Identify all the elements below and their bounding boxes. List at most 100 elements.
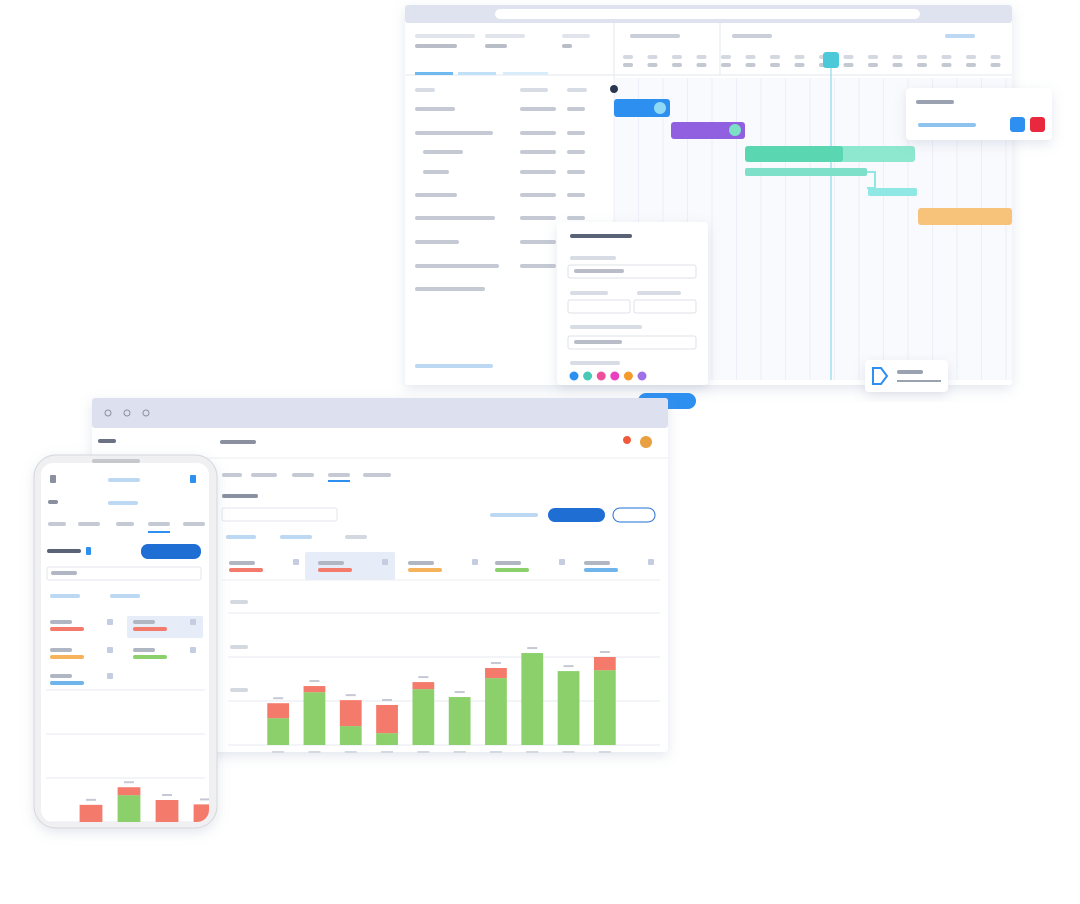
text-placeholder: [584, 561, 610, 565]
text-placeholder: [570, 361, 620, 365]
gantt-bar: [918, 208, 1012, 225]
avatar: [654, 102, 666, 114]
bar-segment: [267, 718, 290, 745]
bar-segment: [339, 726, 362, 745]
text-placeholder: [567, 216, 585, 220]
card-icon: [648, 559, 654, 565]
bar-label-placeholder: [200, 798, 209, 801]
card-icon: [107, 673, 113, 679]
icon: [50, 475, 56, 483]
text-placeholder: [990, 55, 1001, 59]
bar-segment: [376, 733, 398, 745]
text-placeholder: [918, 123, 976, 127]
search-input: [221, 507, 338, 522]
text-placeholder: [520, 88, 548, 92]
bar-segment: [412, 682, 435, 690]
search-input: [46, 566, 202, 581]
text-placeholder: [495, 561, 521, 565]
icon-button: [1030, 117, 1045, 132]
text-placeholder: [892, 63, 903, 67]
text-placeholder: [415, 107, 455, 111]
card-icon: [382, 559, 388, 565]
url-bar: [495, 9, 920, 19]
text-placeholder: [133, 620, 155, 624]
text-placeholder: [230, 600, 248, 604]
text-placeholder: [647, 63, 658, 67]
title-bar: [92, 398, 668, 428]
text-placeholder: [990, 63, 1001, 67]
text-placeholder: [567, 150, 585, 154]
text-placeholder: [770, 63, 780, 67]
text-placeholder: [318, 568, 352, 572]
x-label-placeholder: [562, 751, 575, 753]
text-placeholder: [520, 150, 556, 154]
x-label-placeholder: [272, 751, 285, 753]
text-placeholder: [220, 440, 256, 444]
gantt-bar: [745, 168, 867, 176]
marker: [610, 85, 618, 93]
color-swatch: [583, 371, 593, 381]
bar-segment: [155, 800, 179, 822]
text-placeholder: [222, 494, 258, 498]
text-placeholder: [108, 478, 140, 482]
text-placeholder: [415, 131, 493, 135]
text-placeholder: [567, 88, 587, 92]
text-placeholder: [108, 501, 138, 505]
x-label-placeholder: [199, 828, 211, 830]
text-placeholder: [941, 55, 952, 59]
text-placeholder: [318, 561, 344, 565]
x-label-placeholder: [489, 751, 502, 753]
text-placeholder: [721, 55, 731, 59]
gantt-bar: [745, 146, 843, 162]
bar-segment: [412, 689, 435, 745]
text-placeholder: [415, 264, 499, 268]
text-placeholder: [47, 549, 81, 553]
text-placeholder: [672, 55, 682, 59]
bar-segment: [448, 697, 471, 745]
phone-chart: [46, 689, 211, 830]
bar-segment: [593, 657, 616, 671]
color-swatch: [637, 371, 647, 381]
bar-segment: [117, 795, 141, 822]
text-placeholder: [133, 627, 167, 631]
text-placeholder: [363, 473, 391, 477]
gantt-bar: [614, 99, 670, 117]
text-placeholder: [50, 655, 84, 659]
text-placeholder: [328, 473, 350, 477]
text-placeholder: [562, 44, 572, 48]
icon: [86, 547, 91, 555]
text-placeholder: [567, 107, 585, 111]
text-placeholder: [520, 216, 556, 220]
bar-segment: [117, 787, 141, 796]
text-placeholder: [745, 55, 756, 59]
text-placeholder: [966, 55, 976, 59]
text-placeholder: [415, 364, 493, 368]
outline-button: [612, 507, 656, 523]
text-placeholder: [415, 88, 435, 92]
text-placeholder: [567, 193, 585, 197]
text-placeholder: [567, 131, 585, 135]
bar-label-placeholder: [86, 798, 96, 801]
primary-button: [548, 508, 605, 522]
text-placeholder: [520, 240, 556, 244]
text-placeholder: [423, 170, 449, 174]
bar-segment: [79, 804, 103, 822]
text-placeholder: [48, 500, 58, 504]
x-label-placeholder: [344, 751, 357, 753]
input: [567, 299, 631, 314]
x-label-placeholder: [598, 751, 611, 753]
text-placeholder: [770, 55, 780, 59]
text-placeholder: [574, 269, 624, 273]
bar-segment: [303, 686, 326, 693]
text-placeholder: [892, 55, 903, 59]
text-placeholder: [562, 34, 590, 38]
card-icon: [472, 559, 478, 565]
text-placeholder: [50, 627, 84, 631]
bar-label-placeholder: [309, 680, 320, 683]
text-placeholder: [222, 473, 242, 477]
text-placeholder: [623, 55, 633, 59]
bar-segment: [267, 703, 290, 719]
text-placeholder: [415, 193, 457, 197]
